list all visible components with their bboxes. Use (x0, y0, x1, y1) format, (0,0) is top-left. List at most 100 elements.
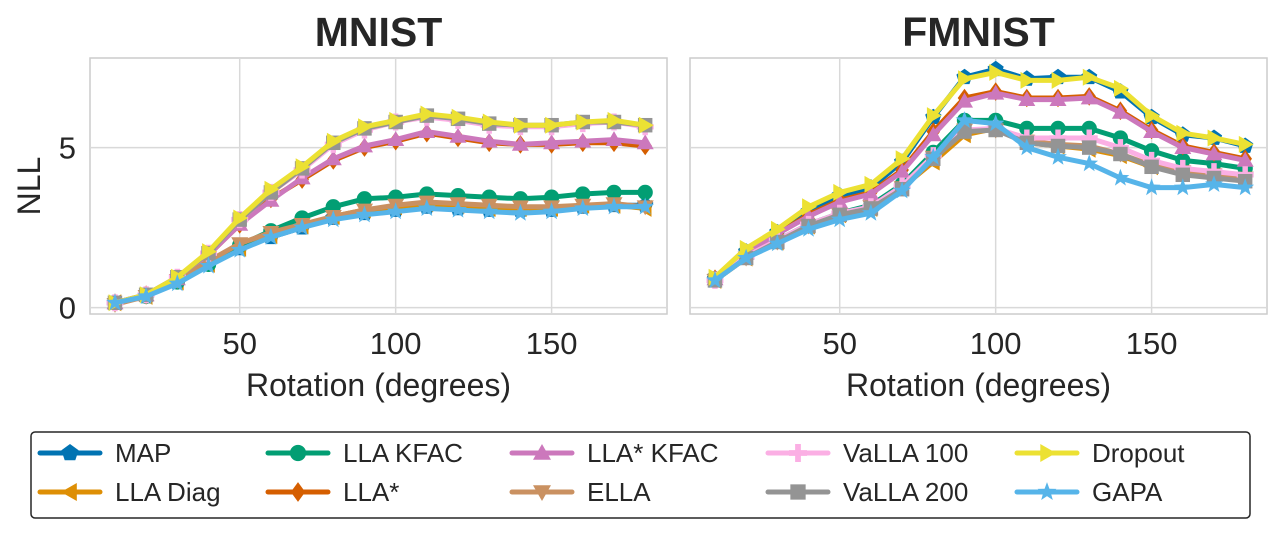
data-point (480, 202, 499, 220)
data-point (543, 134, 561, 150)
data-point (574, 132, 592, 148)
data-point (576, 113, 592, 131)
legend-label: ELLA (587, 477, 651, 507)
circle-icon (289, 444, 307, 462)
data-point (1018, 138, 1036, 156)
legend-label: Dropout (1092, 438, 1185, 468)
y-axis-label: NLL (11, 157, 47, 216)
data-point (449, 127, 467, 143)
legend-label: LLA Diag (115, 477, 221, 507)
data-point (637, 184, 653, 201)
legend-item-lla-star-kfac: LLA* KFAC (509, 438, 719, 468)
legend-item-lla-star: LLA* (265, 477, 399, 507)
data-point (1111, 168, 1130, 186)
data-point (575, 186, 591, 202)
data-point (1049, 129, 1067, 147)
legend-label: MAP (115, 438, 171, 468)
data-point (514, 116, 529, 134)
legend-label: VaLLA 100 (843, 438, 968, 468)
chart-title: MNIST (315, 9, 443, 55)
pentagon-icon (61, 444, 79, 461)
data-point (1236, 151, 1254, 167)
data-point (1049, 147, 1067, 165)
data-point (1020, 71, 1036, 89)
data-point (636, 197, 655, 215)
data-point (1174, 139, 1192, 154)
series-line (712, 117, 1248, 283)
data-point (864, 175, 880, 193)
data-point (545, 116, 561, 134)
data-point (739, 239, 755, 257)
data-point (420, 105, 436, 123)
data-point (1176, 124, 1192, 142)
data-point (1143, 143, 1160, 159)
data-point (831, 193, 849, 209)
data-point (1112, 130, 1129, 146)
data-point (1114, 79, 1129, 97)
legend-item-map: MAP (37, 438, 171, 468)
x-tick-label: 50 (822, 326, 856, 361)
data-point (358, 118, 373, 136)
triangle-right-icon (1040, 444, 1056, 462)
data-point (387, 131, 405, 146)
data-point (1050, 138, 1066, 154)
data-point (1207, 129, 1223, 147)
data-point (1111, 103, 1129, 119)
data-point (418, 123, 436, 138)
data-point (1238, 135, 1254, 153)
data-point (862, 203, 880, 221)
legend-label: GAPA (1092, 477, 1163, 507)
legend-label: VaLLA 200 (843, 477, 968, 507)
data-point (1236, 178, 1255, 196)
data-point (955, 111, 974, 128)
data-point (293, 218, 311, 236)
data-point (986, 114, 1005, 132)
x-axis-label: Rotation (degrees) (846, 367, 1111, 403)
legend-item-valla-200: VaLLA 200 (765, 477, 968, 507)
data-point (605, 131, 623, 146)
panel-mnist: MNIST 50 100 150 Rotation (degrees) 0 5 NLL (11, 9, 668, 403)
data-point (1019, 120, 1035, 137)
data-point (799, 219, 818, 237)
x-tick-label: 100 (370, 326, 422, 361)
legend-frame (30, 431, 1251, 519)
data-point (1143, 123, 1161, 138)
legend-item-lla-diag: LLA Diag (37, 477, 221, 507)
data-point (893, 163, 911, 178)
data-point (264, 180, 280, 198)
data-point (386, 202, 405, 220)
triangle-left-icon (61, 483, 77, 501)
data-point (956, 92, 973, 108)
data-point (1205, 145, 1223, 161)
data-point (1175, 167, 1191, 183)
data-point (706, 271, 724, 288)
legend-label: LLA* KFAC (587, 438, 719, 468)
panel-fmnist: FMNIST 50 100 150 Rotation (degrees) (689, 9, 1268, 403)
plus-icon (789, 444, 807, 462)
legend-label: LLA KFAC (343, 438, 463, 468)
data-point (1080, 129, 1098, 147)
chart-panels: MNIST 50 100 150 Rotation (degrees) 0 5 NLL FMNI… (11, 9, 1268, 403)
data-point (1050, 120, 1066, 137)
data-point (862, 185, 880, 201)
diamond-icon (290, 482, 306, 502)
data-point (324, 210, 343, 228)
data-point (1081, 120, 1097, 137)
data-point (1049, 91, 1067, 106)
data-point (636, 134, 654, 150)
data-point (958, 70, 973, 88)
data-point (511, 203, 530, 221)
x-tick-label: 100 (970, 326, 1022, 361)
series-gapa (706, 111, 1255, 288)
data-point (199, 256, 218, 274)
star-icon (1037, 482, 1057, 500)
data-point (926, 107, 942, 125)
data-point (1142, 178, 1161, 196)
y-tick-label: 5 (59, 131, 76, 166)
data-point (355, 205, 374, 223)
data-point (482, 113, 498, 131)
data-point (605, 197, 623, 215)
data-point (830, 210, 849, 228)
legend-item-ella: ELLA (509, 477, 651, 507)
